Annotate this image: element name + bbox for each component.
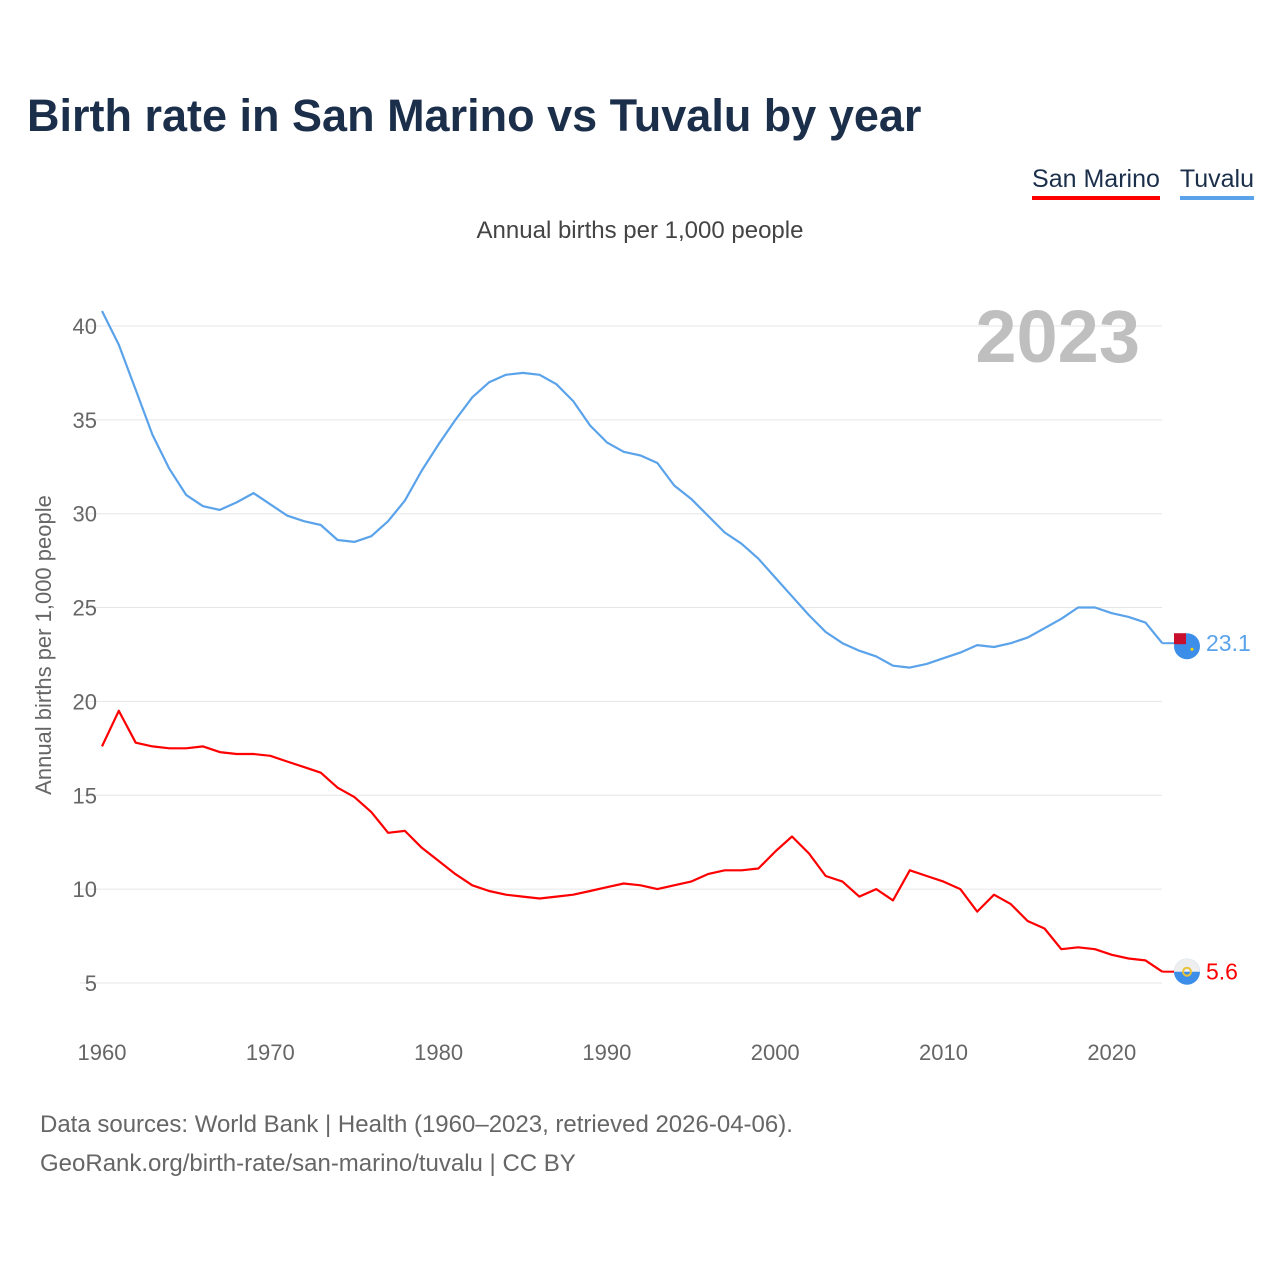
flag-white-half <box>1174 958 1200 972</box>
x-tick-label: 2020 <box>1087 1040 1136 1065</box>
flag-union-jack <box>1174 633 1186 645</box>
series-line-tuvalu <box>101 310 1164 669</box>
x-tick-label: 1970 <box>246 1040 295 1065</box>
x-tick-label: 1990 <box>582 1040 631 1065</box>
x-tick-label: 1960 <box>78 1040 127 1065</box>
legend: San Marino Tuvalu <box>1032 165 1254 200</box>
series-line-san-marino <box>101 709 1163 973</box>
footer: Data sources: World Bank | Health (1960–… <box>40 1105 793 1183</box>
y-tick-label: 15 <box>73 783 97 808</box>
y-tick-label: 30 <box>73 502 97 527</box>
flag-crest <box>1182 966 1192 977</box>
source-url[interactable]: GeoRank.org/birth-rate/san-marino/tuvalu… <box>40 1150 576 1177</box>
y-tick-label: 5 <box>85 971 97 996</box>
y-tick-label: 20 <box>73 689 97 714</box>
year-label: 2023 <box>975 295 1140 378</box>
flag-star <box>1190 647 1194 651</box>
x-tick-label: 2010 <box>919 1040 968 1065</box>
y-axis-label: Annual births per 1,000 people <box>31 495 56 795</box>
x-tick-label: 1980 <box>414 1040 463 1065</box>
y-tick-label: 25 <box>73 596 97 621</box>
y-tick-label: 40 <box>73 314 97 339</box>
end-value-label: 5.6 <box>1206 959 1238 985</box>
chart-subtitle: Annual births per 1,000 people <box>476 217 804 244</box>
chart-title: Birth rate in San Marino vs Tuvalu by ye… <box>27 90 922 141</box>
legend-item-san-marino[interactable]: San Marino <box>1032 165 1160 200</box>
legend-item-tuvalu[interactable]: Tuvalu <box>1179 165 1254 200</box>
y-tick-label: 10 <box>73 877 97 902</box>
y-tick-label: 35 <box>73 408 97 433</box>
data-source: Data sources: World Bank | Health (1960–… <box>40 1111 793 1138</box>
x-tick-label: 2000 <box>751 1040 800 1065</box>
end-value-label: 23.1 <box>1206 630 1251 656</box>
